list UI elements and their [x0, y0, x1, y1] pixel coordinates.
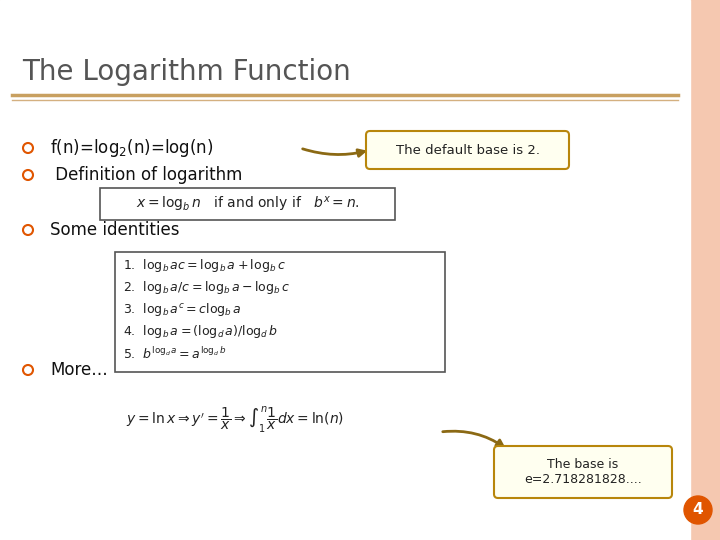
- Bar: [115, 252, 445, 372]
- Text: Some identities: Some identities: [50, 221, 179, 239]
- Text: $y = \ln x \Rightarrow y' = \dfrac{1}{x} \Rightarrow \int_1^n \dfrac{1}{x}dx = \: $y = \ln x \Rightarrow y' = \dfrac{1}{x}…: [126, 405, 344, 435]
- Text: The Logarithm Function: The Logarithm Function: [22, 58, 351, 86]
- Text: 5.  $b^{\log_d a} = a^{\log_d b}$: 5. $b^{\log_d a} = a^{\log_d b}$: [123, 346, 226, 362]
- Text: The default base is 2.: The default base is 2.: [395, 144, 539, 157]
- Text: Definition of logarithm: Definition of logarithm: [50, 166, 243, 184]
- Text: 2.  $\log_b a/c = \log_b a - \log_b c$: 2. $\log_b a/c = \log_b a - \log_b c$: [123, 280, 290, 296]
- Text: 3.  $\log_b a^c = c\log_b a$: 3. $\log_b a^c = c\log_b a$: [123, 301, 241, 319]
- Text: f(n)=log$_2$(n)=log(n): f(n)=log$_2$(n)=log(n): [50, 137, 214, 159]
- Text: 4: 4: [693, 503, 703, 517]
- Circle shape: [684, 496, 712, 524]
- Text: 4.  $\log_b a = (\log_d a)/\log_d b$: 4. $\log_b a = (\log_d a)/\log_d b$: [123, 323, 278, 341]
- Text: 1.  $\log_b ac = \log_b a + \log_b c$: 1. $\log_b ac = \log_b a + \log_b c$: [123, 258, 286, 274]
- Text: $x = \log_b n$   if and only if   $b^x = n.$: $x = \log_b n$ if and only if $b^x = n.$: [135, 194, 359, 213]
- Bar: [100, 188, 395, 220]
- FancyBboxPatch shape: [366, 131, 569, 169]
- Text: More…: More…: [50, 361, 108, 379]
- Text: The base is
e=2.718281828....: The base is e=2.718281828....: [524, 458, 642, 486]
- FancyBboxPatch shape: [494, 446, 672, 498]
